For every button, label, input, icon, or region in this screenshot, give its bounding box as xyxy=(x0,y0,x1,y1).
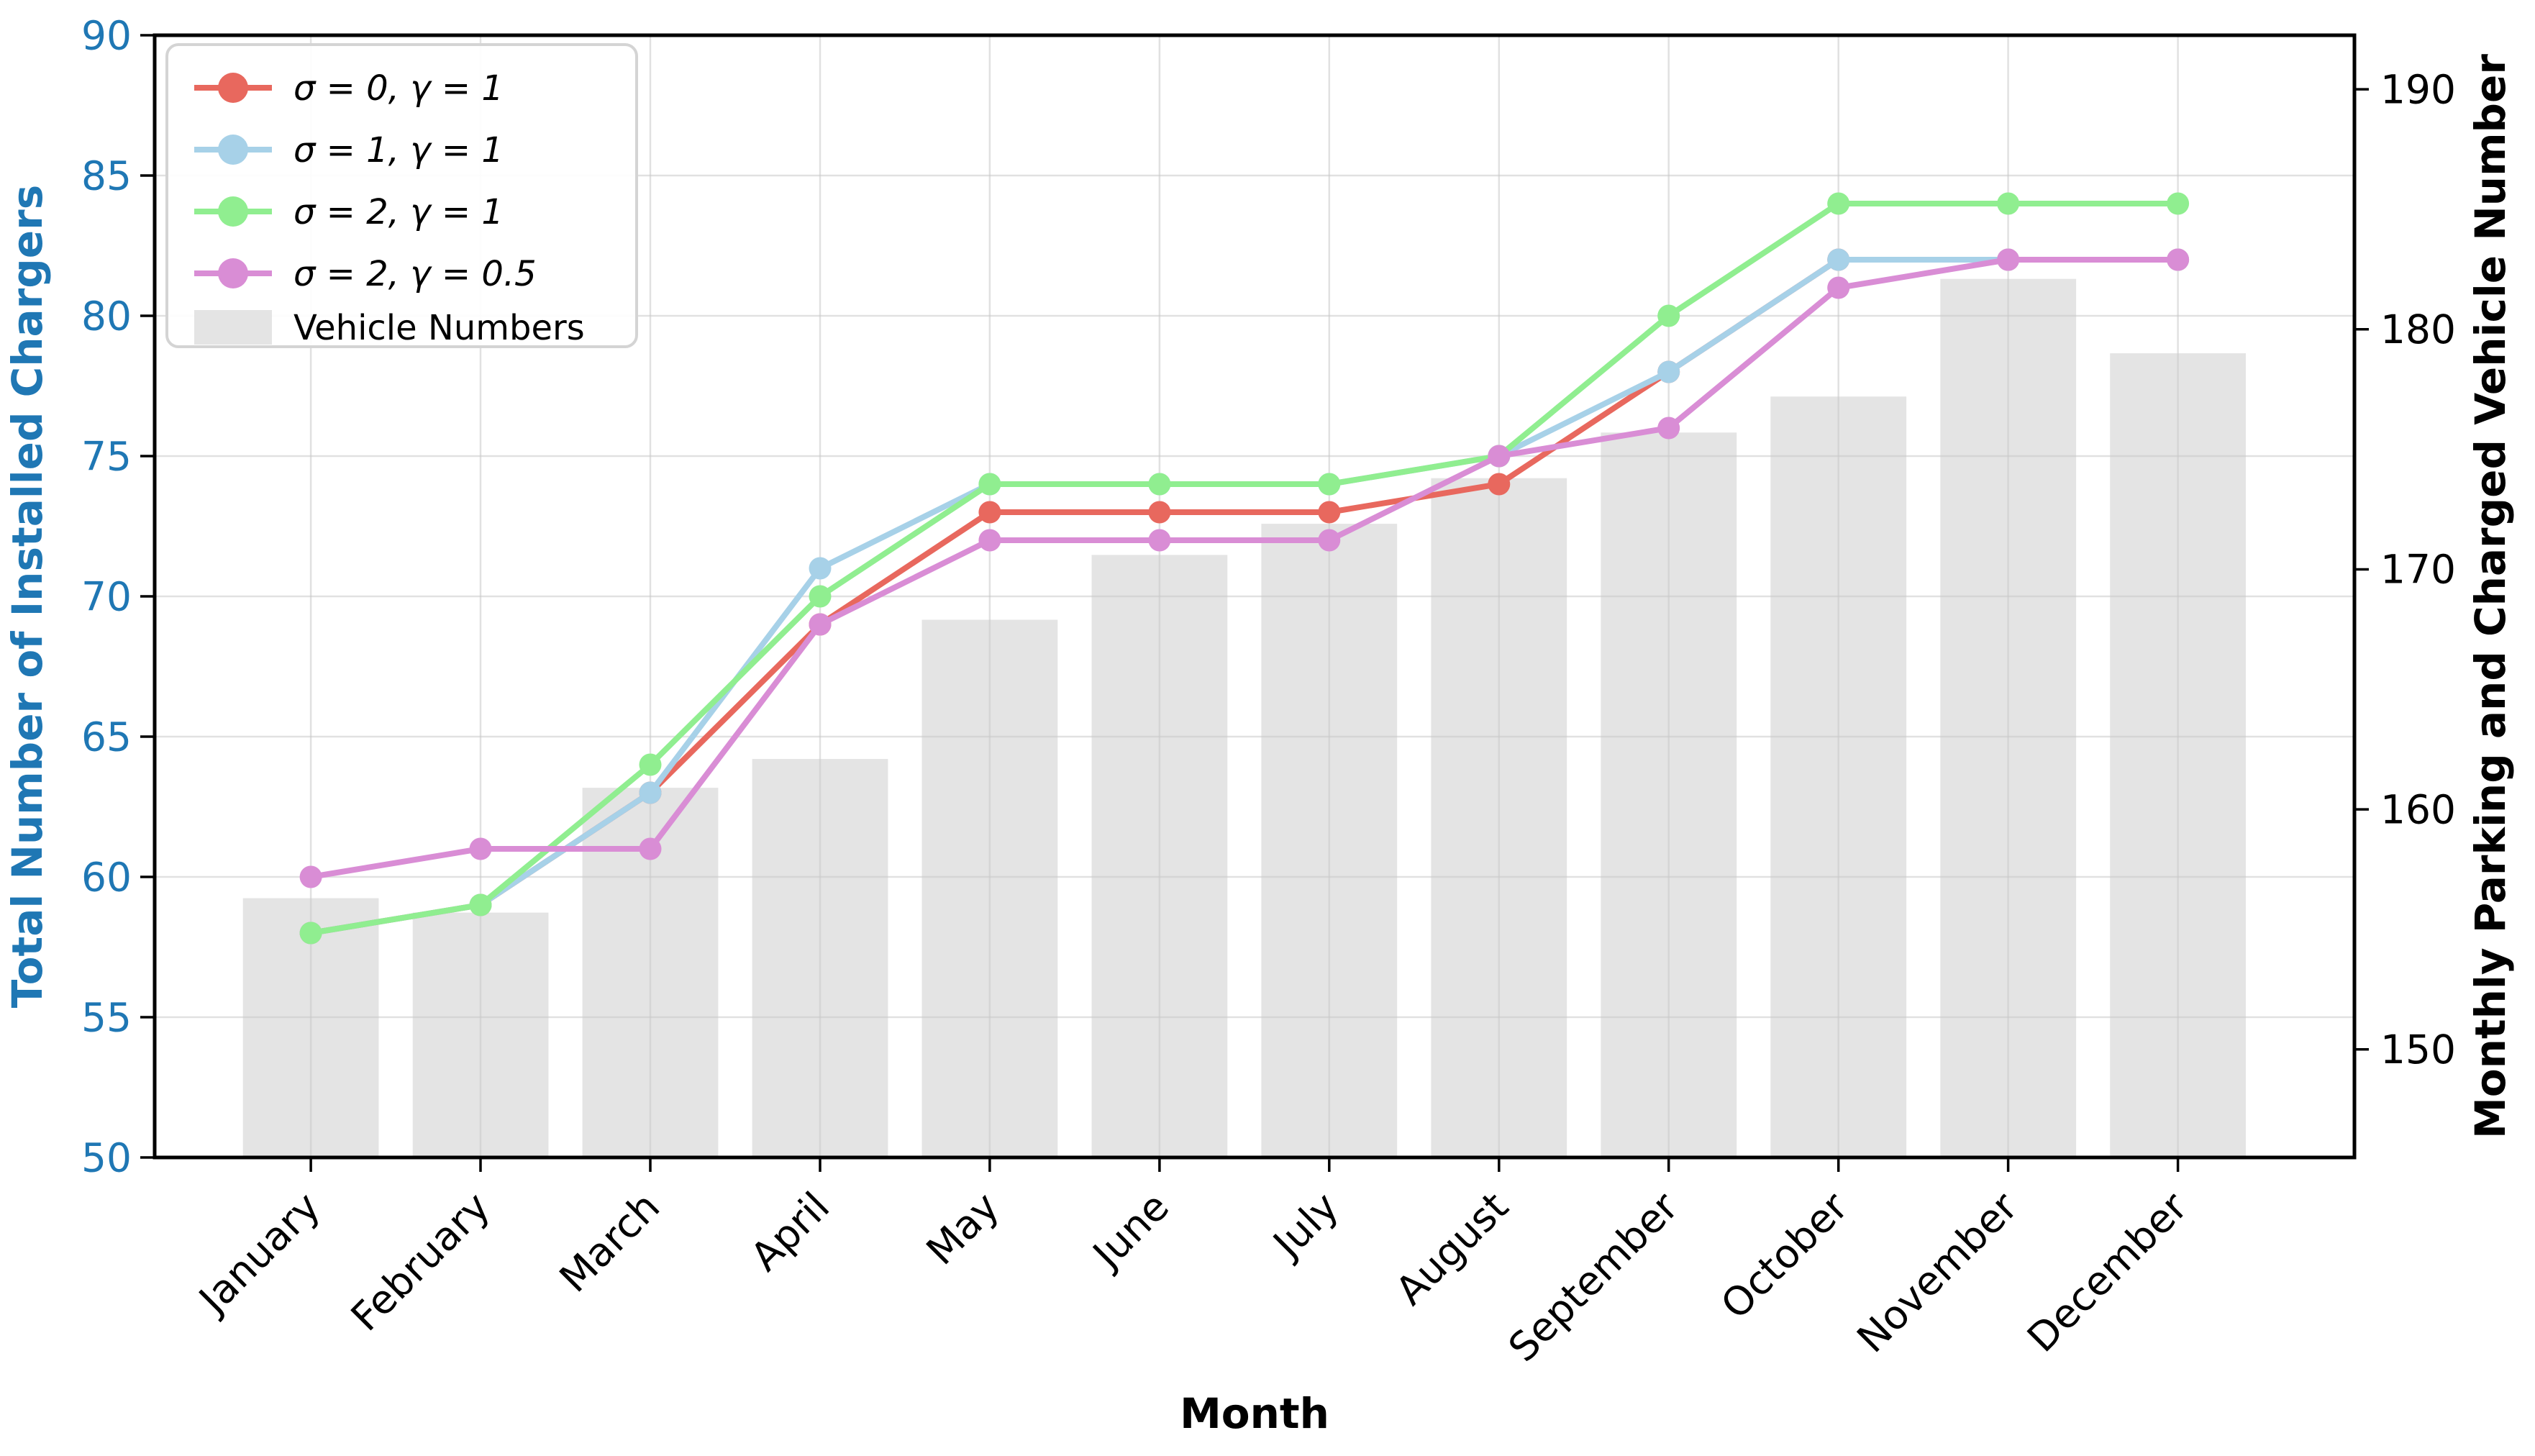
data-point xyxy=(809,613,832,636)
legend-item-sigma-1-gamma-1: σ = 1, γ = 1 xyxy=(194,130,504,170)
legend-label: σ = 0, γ = 1 xyxy=(293,68,504,109)
data-point xyxy=(1827,276,1850,299)
data-point xyxy=(1488,473,1511,496)
legend-box xyxy=(165,43,638,348)
svg-text:55: 55 xyxy=(81,994,132,1040)
legend: σ = 0, γ = 1 σ = 1, γ = 1 σ = 2, γ = 1 σ = … xyxy=(165,43,638,348)
svg-text:150: 150 xyxy=(2380,1027,2456,1073)
legend-marker xyxy=(218,196,248,227)
svg-text:190: 190 xyxy=(2380,66,2456,112)
data-point xyxy=(1148,529,1171,552)
data-point xyxy=(299,865,322,888)
series-sigma-2-gamma-1 xyxy=(299,192,2190,945)
svg-text:90: 90 xyxy=(81,12,132,58)
tick-marks xyxy=(140,34,2369,1172)
svg-text:60: 60 xyxy=(81,854,132,900)
svg-text:180: 180 xyxy=(2380,306,2456,352)
series-sigma-2-gamma-0.5 xyxy=(299,248,2190,888)
data-point xyxy=(2167,192,2190,215)
svg-text:70: 70 xyxy=(81,573,132,619)
svg-text:160: 160 xyxy=(2380,786,2456,832)
left-axis-label: Total Number of Installed Chargers xyxy=(3,185,52,1008)
legend-label: Vehicle Numbers xyxy=(293,308,585,348)
legend-item-sigma-0-gamma-1: σ = 0, γ = 1 xyxy=(194,68,504,109)
x-axis-label: Month xyxy=(1180,1389,1329,1438)
data-point xyxy=(1657,304,1680,327)
data-point xyxy=(978,529,1001,552)
left-tick-labels: 50 55 60 65 70 75 80 85 90 xyxy=(81,12,132,1180)
svg-text:65: 65 xyxy=(81,714,132,760)
data-point xyxy=(2167,248,2190,271)
svg-text:85: 85 xyxy=(81,153,132,199)
data-point xyxy=(469,893,492,916)
right-axis-label: Monthly Parking and Charged Vehicle Numb… xyxy=(2466,54,2515,1139)
legend-marker xyxy=(218,258,248,288)
data-point xyxy=(1827,192,1850,215)
svg-text:50: 50 xyxy=(81,1134,132,1180)
data-point xyxy=(978,501,1001,524)
legend-patch xyxy=(194,310,272,345)
data-point xyxy=(469,837,492,860)
legend-item-sigma-2-gamma-1: σ = 2, γ = 1 xyxy=(194,192,504,232)
data-point xyxy=(809,557,832,580)
data-point xyxy=(809,585,832,608)
legend-item-sigma-2-gamma-0.5: σ = 2, γ = 0.5 xyxy=(194,254,537,294)
svg-text:80: 80 xyxy=(81,293,132,339)
data-point xyxy=(978,473,1001,496)
right-tick-labels: 150 160 170 180 190 xyxy=(2380,66,2456,1073)
data-point xyxy=(1657,360,1680,383)
data-point xyxy=(1488,445,1511,468)
data-point xyxy=(1657,417,1680,440)
legend-label: σ = 2, γ = 1 xyxy=(293,192,504,232)
data-point xyxy=(1318,529,1341,552)
data-point xyxy=(299,922,322,945)
legend-marker xyxy=(218,73,248,103)
legend-label: σ = 1, γ = 1 xyxy=(293,130,504,170)
data-point xyxy=(639,837,662,860)
svg-text:75: 75 xyxy=(81,433,132,479)
data-point xyxy=(1318,501,1341,524)
data-point xyxy=(1997,248,2020,271)
legend-marker xyxy=(218,135,248,165)
svg-text:170: 170 xyxy=(2380,547,2456,593)
data-point xyxy=(1997,192,2020,215)
data-point xyxy=(1148,501,1171,524)
legend-item-vehicle-numbers: Vehicle Numbers xyxy=(194,308,585,348)
legend-label: σ = 2, γ = 0.5 xyxy=(293,254,537,294)
data-point xyxy=(639,781,662,804)
data-point xyxy=(639,753,662,776)
data-point xyxy=(1318,473,1341,496)
data-point xyxy=(1148,473,1171,496)
data-point xyxy=(1827,248,1850,271)
